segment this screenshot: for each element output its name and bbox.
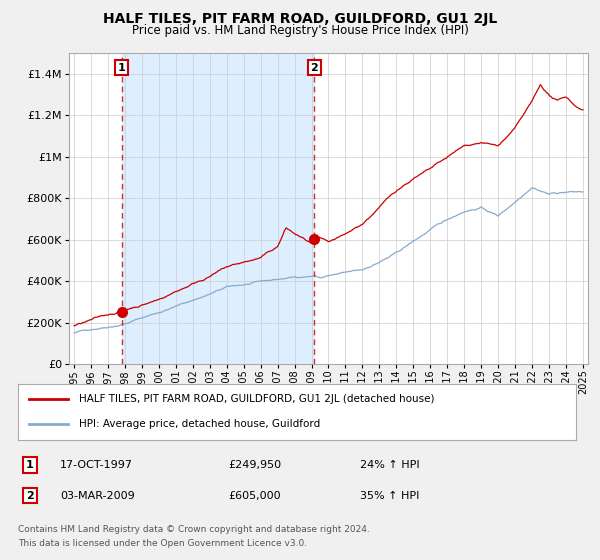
- Text: This data is licensed under the Open Government Licence v3.0.: This data is licensed under the Open Gov…: [18, 539, 307, 548]
- Text: HALF TILES, PIT FARM ROAD, GUILDFORD, GU1 2JL: HALF TILES, PIT FARM ROAD, GUILDFORD, GU…: [103, 12, 497, 26]
- Text: HALF TILES, PIT FARM ROAD, GUILDFORD, GU1 2JL (detached house): HALF TILES, PIT FARM ROAD, GUILDFORD, GU…: [79, 394, 435, 404]
- Text: HPI: Average price, detached house, Guildford: HPI: Average price, detached house, Guil…: [79, 419, 320, 429]
- Text: 1: 1: [26, 460, 34, 470]
- Text: 17-OCT-1997: 17-OCT-1997: [60, 460, 133, 470]
- Text: 35% ↑ HPI: 35% ↑ HPI: [360, 491, 419, 501]
- Text: Price paid vs. HM Land Registry's House Price Index (HPI): Price paid vs. HM Land Registry's House …: [131, 24, 469, 36]
- Text: 1: 1: [118, 63, 125, 73]
- Text: £605,000: £605,000: [228, 491, 281, 501]
- Text: £249,950: £249,950: [228, 460, 281, 470]
- Text: 2: 2: [311, 63, 318, 73]
- Text: Contains HM Land Registry data © Crown copyright and database right 2024.: Contains HM Land Registry data © Crown c…: [18, 525, 370, 534]
- Bar: [122, 53, 314, 364]
- Text: 03-MAR-2009: 03-MAR-2009: [60, 491, 135, 501]
- Text: 2: 2: [26, 491, 34, 501]
- Text: 24% ↑ HPI: 24% ↑ HPI: [360, 460, 419, 470]
